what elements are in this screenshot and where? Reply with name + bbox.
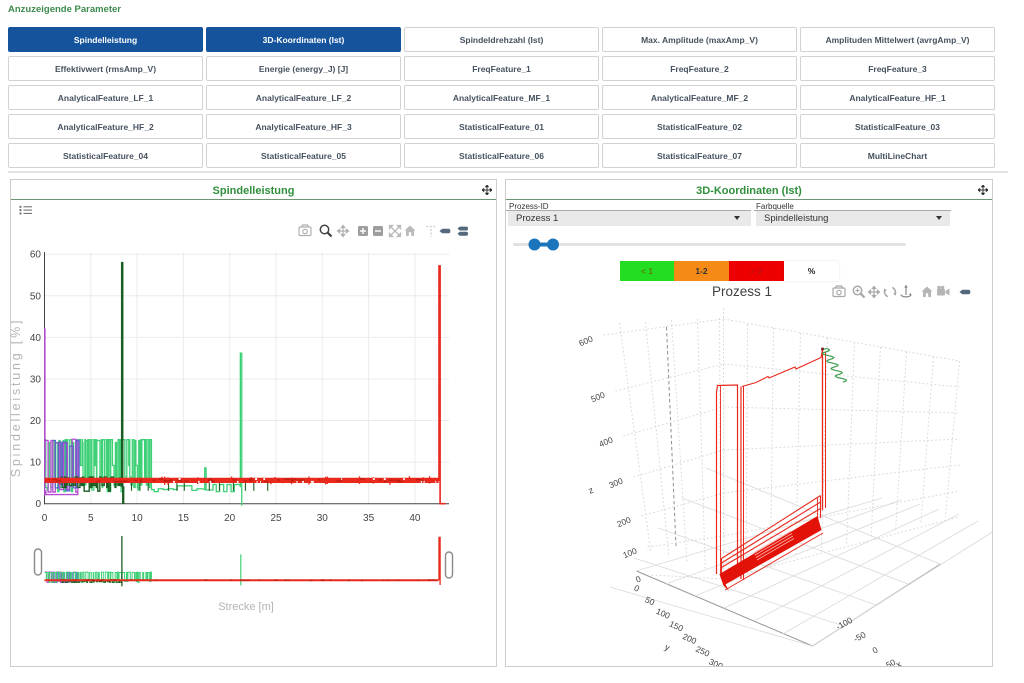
svg-text:Spindelleistung [%]: Spindelleistung [%]: [11, 318, 23, 478]
svg-text:40: 40: [30, 333, 42, 344]
svg-text:600: 600: [577, 333, 594, 348]
svg-text:0: 0: [634, 573, 642, 584]
svg-text:20: 20: [224, 513, 236, 524]
svg-text:40: 40: [409, 513, 421, 524]
svg-text:50: 50: [644, 594, 657, 607]
svg-text:y: y: [663, 642, 672, 653]
svg-text:30: 30: [317, 513, 329, 524]
svg-text:25: 25: [270, 513, 282, 524]
svg-text:250: 250: [694, 644, 711, 659]
svg-text:100: 100: [655, 606, 672, 621]
svg-text:x: x: [894, 659, 903, 666]
svg-text:15: 15: [178, 513, 190, 524]
svg-text:500: 500: [589, 389, 606, 404]
svg-text:0: 0: [871, 645, 880, 656]
svg-text:-50: -50: [852, 629, 868, 644]
svg-text:200: 200: [681, 631, 698, 646]
svg-text:60: 60: [30, 250, 42, 261]
svg-text:20: 20: [30, 416, 42, 427]
svg-text:400: 400: [597, 434, 614, 449]
svg-text:50: 50: [30, 291, 42, 302]
svg-text:Strecke [m]: Strecke [m]: [218, 601, 274, 613]
svg-text:0: 0: [35, 499, 41, 510]
svg-text:50: 50: [884, 657, 897, 666]
svg-text:5: 5: [88, 513, 94, 524]
svg-text:30: 30: [30, 375, 42, 386]
svg-text:300: 300: [607, 475, 624, 490]
svg-text:0: 0: [633, 583, 642, 594]
svg-text:z: z: [587, 485, 595, 496]
svg-text:-100: -100: [834, 615, 854, 632]
svg-text:10: 10: [30, 458, 42, 469]
svg-text:300: 300: [707, 656, 724, 666]
svg-text:0: 0: [42, 513, 48, 524]
svg-text:35: 35: [363, 513, 375, 524]
svg-text:100: 100: [621, 545, 638, 560]
svg-text:150: 150: [668, 619, 685, 634]
svg-text:200: 200: [615, 514, 632, 529]
svg-text:10: 10: [132, 513, 144, 524]
